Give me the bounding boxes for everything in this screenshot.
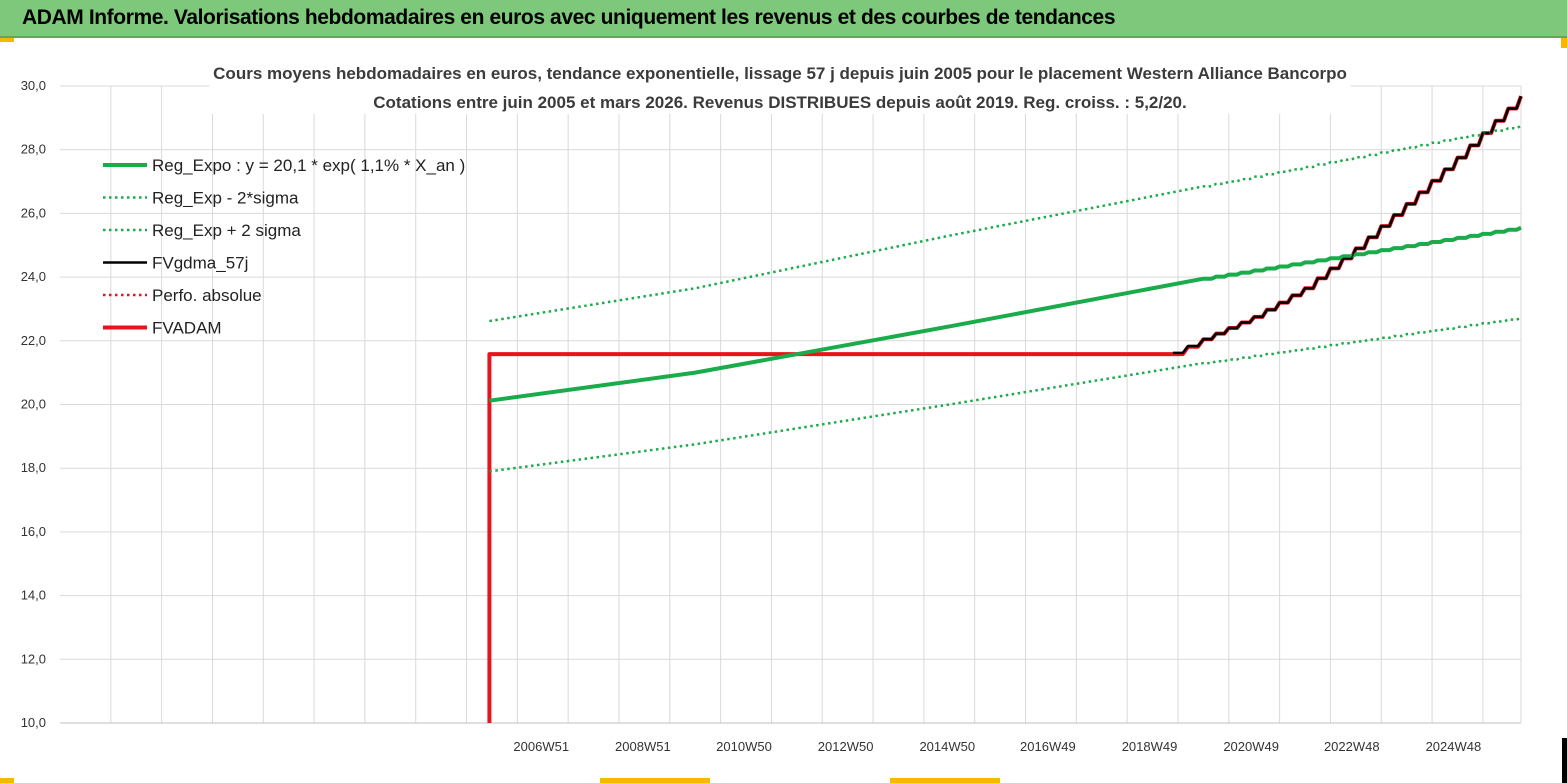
y-tick-label: 16,0 <box>21 524 46 539</box>
report-title: ADAM Informe. Valorisations hebdomadaire… <box>22 6 1116 29</box>
x-tick-label: 2012W50 <box>818 739 874 754</box>
chart-series <box>487 95 1523 723</box>
legend-label: FVgdma_57j <box>152 254 248 273</box>
y-tick-label: 24,0 <box>21 269 46 284</box>
legend-label: FVADAM <box>152 319 222 338</box>
x-tick-label: 2018W49 <box>1122 739 1178 754</box>
chart-title-line: Cours moyens hebdomadaires en euros, ten… <box>213 64 1347 83</box>
chart-title: Cours moyens hebdomadaires en euros, ten… <box>209 62 1351 114</box>
series-line-1 <box>489 316 1522 473</box>
chart-grid <box>60 85 1521 724</box>
chart-legend: Reg_Expo : y = 20,1 * exp( 1,1% * X_an )… <box>103 156 465 338</box>
accent-bar-right <box>1561 38 1567 783</box>
legend-label: Reg_Exp + 2 sigma <box>152 221 301 240</box>
bottom-accent-strip <box>0 778 1567 783</box>
chart-title-line: Cotations entre juin 2005 et mars 2026. … <box>373 93 1186 112</box>
legend-label: Reg_Exp - 2*sigma <box>152 189 299 208</box>
legend-label: Perfo. absolue <box>152 286 262 305</box>
y-tick-label: 22,0 <box>21 333 46 348</box>
series-line-2 <box>489 124 1522 323</box>
x-tick-label: 2008W51 <box>615 739 671 754</box>
series-line-5 <box>487 95 1523 723</box>
y-tick-label: 30,0 <box>21 78 46 93</box>
y-tick-label: 26,0 <box>21 205 46 220</box>
y-tick-label: 18,0 <box>21 460 46 475</box>
report-header: ADAM Informe. Valorisations hebdomadaire… <box>0 0 1567 38</box>
x-tick-label: 2010W50 <box>716 739 772 754</box>
y-tick-label: 10,0 <box>21 715 46 730</box>
x-tick-label: 2024W48 <box>1426 739 1482 754</box>
series-line-fvgdma-overlay <box>1172 95 1522 354</box>
y-tick-label: 12,0 <box>21 651 46 666</box>
chart-title-background <box>209 62 1351 114</box>
y-tick-label: 20,0 <box>21 397 46 412</box>
x-tick-label: 2022W48 <box>1324 739 1380 754</box>
x-tick-label: 2016W49 <box>1020 739 1076 754</box>
chart-axes: 10,0 12,0 14,0 16,0 18,0 20,0 22,0 24,0 26,0 28,0… <box>21 78 1522 754</box>
x-tick-label: 2006W51 <box>513 739 569 754</box>
x-tick-label: 2020W49 <box>1223 739 1279 754</box>
legend-label: Reg_Expo : y = 20,1 * exp( 1,1% * X_an ) <box>152 156 465 175</box>
x-tick-label: 2014W50 <box>919 739 975 754</box>
accent-bar-left <box>0 38 14 42</box>
valuation-line-chart: 10,0 12,0 14,0 16,0 18,0 20,0 22,0 24,0 26,0 28,0… <box>21 62 1523 754</box>
series-line-0 <box>489 225 1522 403</box>
y-tick-label: 14,0 <box>21 588 46 603</box>
y-tick-label: 28,0 <box>21 142 46 157</box>
series-line-3 <box>1172 95 1523 355</box>
